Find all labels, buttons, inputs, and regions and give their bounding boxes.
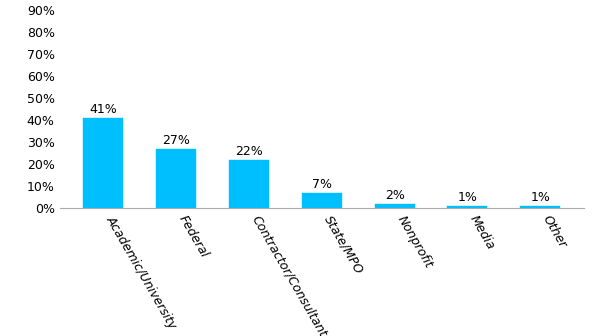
Text: 1%: 1% <box>458 192 477 204</box>
Text: 1%: 1% <box>530 192 550 204</box>
Text: 22%: 22% <box>235 145 263 158</box>
Bar <box>448 206 488 208</box>
Bar <box>156 149 196 208</box>
Bar <box>375 204 415 208</box>
Bar <box>229 160 269 208</box>
Text: 7%: 7% <box>312 178 332 191</box>
Bar <box>83 118 123 208</box>
Text: 27%: 27% <box>162 134 190 147</box>
Bar <box>520 206 560 208</box>
Bar <box>302 193 342 208</box>
Text: 41%: 41% <box>89 103 117 116</box>
Text: 2%: 2% <box>384 189 405 202</box>
